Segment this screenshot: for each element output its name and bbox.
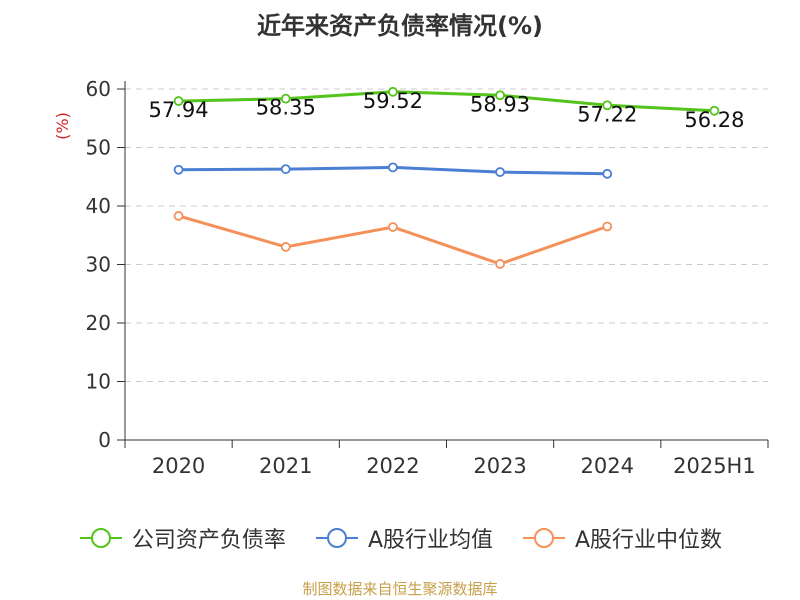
grid-layer — [125, 88, 768, 382]
data-point — [602, 100, 613, 111]
x-tick-label: 2023 — [473, 454, 526, 478]
y-tick-label: 0 — [98, 428, 111, 452]
x-tick-label: 2022 — [366, 454, 419, 478]
legend-marker — [534, 528, 554, 548]
series-line-0 — [178, 90, 715, 113]
legend-label: 公司资产负债率 — [131, 528, 286, 553]
legend-label: A股行业均值 — [367, 528, 493, 553]
data-point — [709, 105, 720, 116]
legend: 公司资产负债率 A股行业均值 A股行业中位数 — [0, 518, 800, 558]
data-point — [280, 242, 291, 252]
legend-swatch — [523, 528, 565, 548]
data-point — [388, 86, 398, 97]
data-label: 56.28 — [684, 108, 744, 132]
data-label: 58.93 — [470, 92, 530, 116]
data-point — [495, 259, 505, 269]
x-tick-label: 2020 — [152, 454, 205, 478]
data-label: 57.94 — [149, 98, 209, 122]
label-layer: 57.94 58.35 59.52 58.93 57.22 56.28 — [149, 89, 745, 132]
data-point — [280, 164, 291, 175]
legend-swatch — [79, 528, 122, 548]
data-point — [495, 90, 505, 101]
legend-item[interactable]: 公司资产负债率 — [78, 522, 286, 554]
data-point — [602, 221, 613, 232]
data-label: 57.22 — [577, 102, 637, 126]
axis-layer: 0 10 20 30 40 50 60 (%) 2020 2021 2022 2023 2024 2025… — [53, 77, 769, 478]
legend-item[interactable]: A股行业均值 — [314, 522, 493, 554]
data-point — [495, 167, 505, 177]
data-label: 59.52 — [363, 89, 423, 113]
legend-item[interactable]: A股行业中位数 — [521, 522, 722, 554]
legend-marker — [326, 528, 347, 548]
x-tick-label: 2024 — [581, 454, 634, 478]
chart-title: 近年来资产负债率情况(%) — [257, 12, 543, 40]
data-point — [173, 96, 184, 106]
data-point — [280, 93, 291, 104]
y-tick-label: 50 — [86, 136, 111, 160]
legend-marker — [90, 528, 111, 548]
series-layer — [173, 86, 720, 269]
y-tick-label: 20 — [86, 311, 111, 335]
data-point — [388, 222, 398, 232]
data-label: 58.35 — [256, 96, 316, 120]
source-note: 制图数据来自恒生聚源数据库 — [302, 580, 498, 598]
y-tick-label: 40 — [86, 194, 111, 218]
x-tick-label: 2025H1 — [673, 454, 756, 478]
y-tick-label: 30 — [86, 253, 111, 277]
y-tick-label: 60 — [86, 77, 111, 101]
y-axis-label: (%) — [53, 112, 72, 140]
data-point — [602, 168, 613, 179]
y-tick-label: 10 — [86, 370, 111, 394]
data-point — [173, 164, 184, 175]
data-point — [388, 162, 398, 173]
data-point — [173, 211, 184, 221]
legend-swatch — [315, 528, 358, 548]
legend-label: A股行业中位数 — [575, 528, 723, 553]
x-tick-label: 2021 — [259, 454, 312, 478]
